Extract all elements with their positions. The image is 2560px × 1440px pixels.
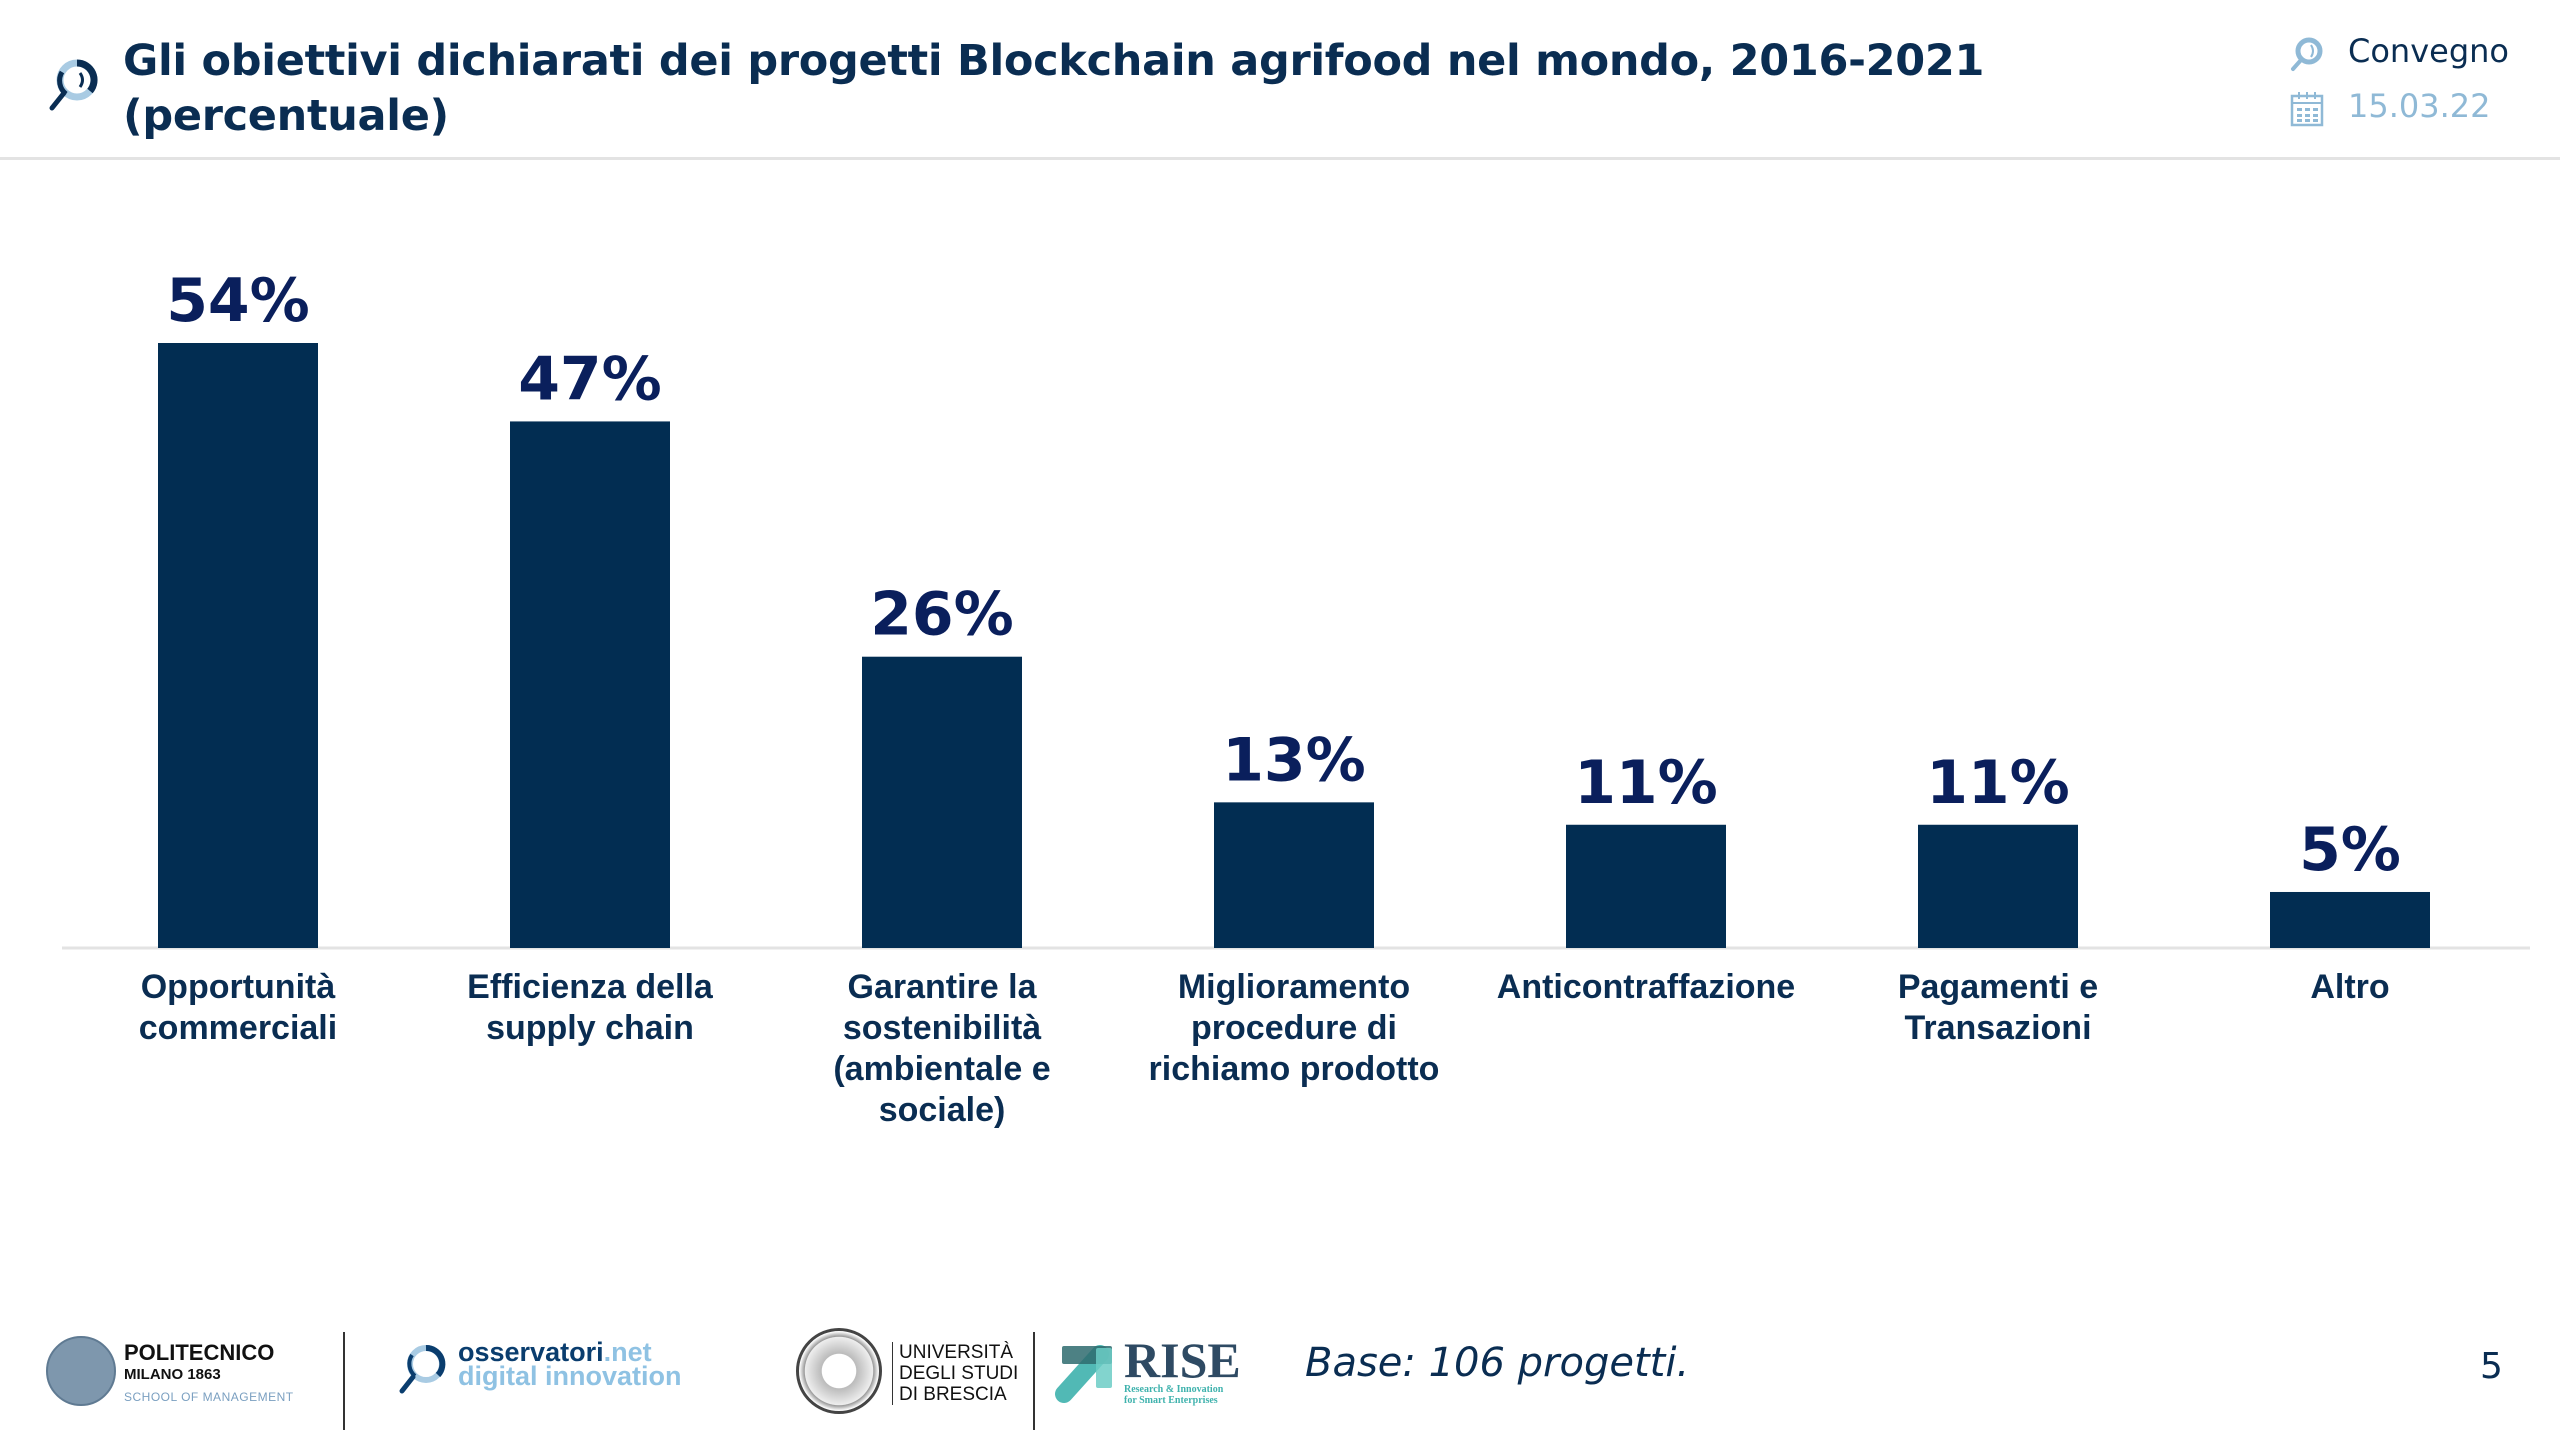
rise-arrow-icon [1055, 1345, 1112, 1403]
category-label-line: Garantire la [848, 968, 1038, 1006]
footer: POLITECNICO MILANO 1863 SCHOOL OF MANAGE… [0, 1300, 2560, 1440]
category-label-line: Anticontraffazione [1497, 968, 1795, 1006]
header-divider [0, 157, 2560, 160]
value-label-0: 54% [166, 266, 310, 336]
page-title: Gli obiettivi dichiarati dei progetti Bl… [123, 36, 1985, 141]
bar-1 [510, 421, 670, 949]
rise-line1: Research & Innovation [1124, 1384, 1224, 1395]
osservatori-magnifier-icon [399, 1344, 446, 1394]
brescia-line1: UNIVERSITÀ [899, 1342, 1014, 1363]
category-label-1: Efficienza della supply chain [467, 968, 714, 1047]
category-label-line: sociale) [879, 1091, 1006, 1129]
logo-divider [343, 1332, 345, 1430]
rise-logo-text: RISE Research & Innovation for Smart Ent… [1124, 1332, 1241, 1406]
category-label-5: Pagamenti e Transazioni [1898, 968, 2098, 1047]
category-label-line: Miglioramento [1178, 968, 1410, 1006]
bar-5 [1918, 824, 2078, 948]
page-number: 5 [2480, 1346, 2503, 1387]
calendar-icon [2290, 92, 2324, 127]
value-label-5: 11% [1926, 748, 2070, 818]
category-label-line: commerciali [139, 1009, 337, 1047]
magnifier-icon [2291, 37, 2323, 71]
value-label-1: 47% [518, 344, 662, 414]
category-label-line: Opportunità [141, 968, 336, 1006]
oss-line1a: osservatori [458, 1337, 604, 1367]
category-label-line: richiamo prodotto [1149, 1050, 1440, 1088]
bar-2 [862, 656, 1022, 948]
category-label-4: Anticontraffazione [1497, 968, 1795, 1006]
value-label-4: 11% [1574, 748, 1718, 818]
logo-divider [1033, 1332, 1035, 1430]
magnifier-icon [49, 59, 98, 111]
rise-line2: for Smart Enterprises [1124, 1395, 1218, 1406]
politecnico-seal-logo [46, 1336, 116, 1406]
bar-chart: 54% 47% 26% 13% 11% 11% 5% Opportunità commerci… [62, 266, 2530, 1129]
brescia-seal-logo [796, 1328, 882, 1414]
date-label: 15.03.22 [2348, 87, 2491, 125]
value-label-3: 13% [1222, 725, 1366, 795]
bar-3 [1214, 802, 1374, 948]
polimi-line3: SCHOOL OF MANAGEMENT [124, 1390, 294, 1404]
category-label-3: Miglioramento procedure di richiamo prodot… [1149, 968, 1440, 1088]
rise-name: RISE [1124, 1332, 1241, 1388]
category-label-line: procedure di [1191, 1009, 1397, 1047]
value-label-6: 5% [2299, 815, 2401, 885]
category-label-line: (ambientale e [833, 1050, 1050, 1088]
category-label-line: Transazioni [1904, 1009, 2091, 1047]
event-label: Convegno [2348, 32, 2509, 70]
polimi-line1: POLITECNICO [124, 1340, 275, 1365]
bar-4 [1566, 824, 1726, 948]
osservatori-logo-text: osservatori.net digital innovation [458, 1337, 682, 1391]
oss-line1b: .net [603, 1337, 652, 1367]
category-label-0: Opportunità commerciali [139, 968, 337, 1047]
bar-0 [158, 343, 318, 948]
category-label-line: sostenibilità [843, 1009, 1041, 1047]
brescia-line3: DI BRESCIA [899, 1384, 1007, 1405]
polimi-line2: MILANO 1863 [124, 1366, 221, 1383]
brescia-line2: DEGLI STUDI [899, 1363, 1019, 1384]
base-note: Base: 106 progetti. [1305, 1340, 1690, 1386]
category-label-line: Altro [2310, 968, 2389, 1006]
bar-6 [2270, 891, 2430, 948]
category-label-line: Pagamenti e [1898, 968, 2098, 1006]
category-label-6: Altro [2310, 968, 2389, 1006]
value-label-2: 26% [870, 580, 1014, 650]
category-label-line: Efficienza della [467, 968, 714, 1006]
politecnico-logo-text: POLITECNICO MILANO 1863 SCHOOL OF MANAGE… [124, 1342, 294, 1408]
oss-line2: digital innovation [458, 1361, 682, 1391]
category-label-2: Garantire la sostenibilità (ambientale e so… [833, 968, 1050, 1129]
brescia-logo-text: UNIVERSITÀ DEGLI STUDI DI BRESCIA [892, 1342, 1018, 1405]
category-label-line: supply chain [486, 1009, 694, 1047]
